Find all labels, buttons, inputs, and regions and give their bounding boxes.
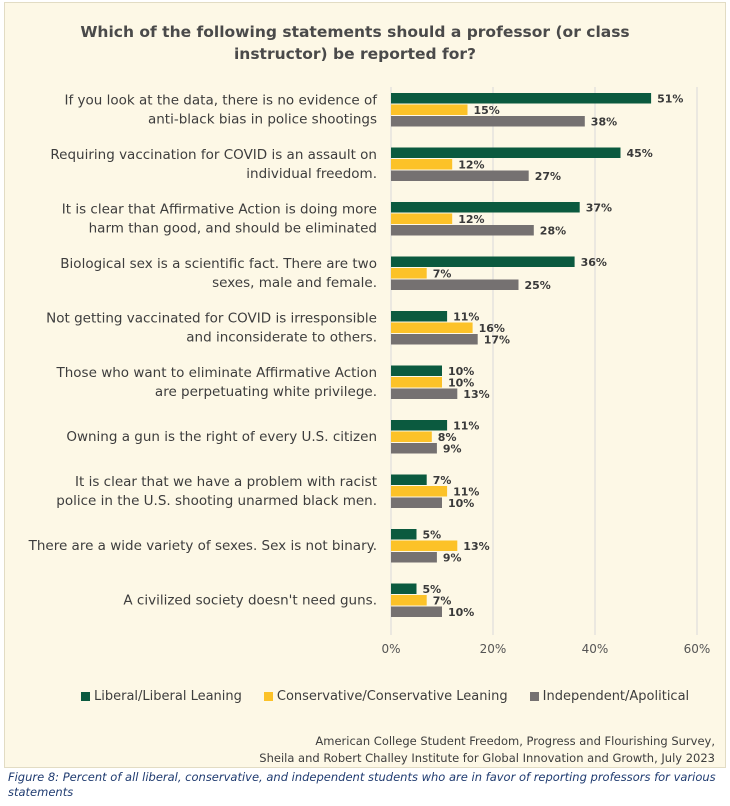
value-label-conservative: 12% (458, 159, 484, 172)
legend-item-liberal: Liberal/Liberal Leaning (81, 689, 242, 704)
bar-conservative (391, 104, 468, 115)
category-label: and inconsiderate to others. (186, 329, 377, 345)
source-line-1: American College Student Freedom, Progre… (315, 734, 715, 748)
bar-liberal (391, 256, 575, 267)
category-label: harm than good, and should be eliminated (89, 220, 377, 236)
category-label: It is clear that we have a problem with … (75, 474, 377, 490)
chart-panel: Which of the following statements should… (4, 2, 726, 768)
value-label-liberal: 11% (453, 420, 479, 433)
value-label-conservative: 16% (479, 322, 505, 335)
bar-independent (391, 388, 458, 399)
value-label-independent: 38% (591, 116, 617, 129)
x-tick-label: 60% (684, 642, 711, 656)
bar-conservative (391, 268, 427, 279)
value-label-independent: 10% (448, 606, 474, 619)
value-label-independent: 9% (443, 443, 462, 456)
value-label-independent: 28% (540, 225, 566, 238)
bar-liberal (391, 147, 621, 158)
value-label-independent: 25% (525, 279, 551, 292)
bar-independent (391, 443, 437, 454)
bar-conservative (391, 540, 458, 551)
value-label-liberal: 5% (423, 583, 442, 596)
bar-conservative (391, 322, 473, 333)
category-label: Not getting vaccinated for COVID is irre… (46, 310, 377, 326)
value-label-independent: 9% (443, 552, 462, 565)
value-label-liberal: 51% (657, 93, 683, 106)
value-label-liberal: 5% (423, 529, 442, 542)
value-label-independent: 27% (535, 170, 561, 183)
category-label: police in the U.S. shooting unarmed blac… (56, 493, 377, 509)
legend-swatch-independent (529, 692, 539, 701)
value-label-conservative: 8% (438, 431, 457, 444)
category-label: It is clear that Affirmative Action is d… (62, 201, 377, 217)
source-note: American College Student Freedom, Progre… (259, 733, 715, 767)
legend-swatch-conservative (263, 692, 273, 701)
value-label-conservative: 7% (433, 268, 452, 281)
bar-liberal (391, 420, 448, 431)
bar-independent (391, 279, 519, 290)
category-label: There are a wide variety of sexes. Sex i… (28, 538, 377, 554)
bar-independent (391, 497, 442, 508)
category-label: are perpetuating white privilege. (155, 384, 377, 400)
category-label: sexes, male and female. (212, 275, 377, 291)
category-label: Requiring vaccination for COVID is an as… (50, 147, 377, 163)
value-label-liberal: 45% (627, 147, 653, 160)
bar-independent (391, 334, 478, 345)
value-label-conservative: 13% (463, 540, 489, 553)
legend-swatch-liberal (81, 692, 90, 701)
value-label-liberal: 11% (453, 311, 479, 324)
bar-independent (391, 606, 442, 617)
bar-independent (391, 170, 529, 181)
bar-liberal (391, 311, 448, 322)
bar-independent (391, 552, 437, 563)
value-label-conservative: 10% (448, 377, 474, 390)
legend-label-independent: Independent/Apolitical (542, 689, 690, 704)
bar-liberal (391, 583, 417, 594)
bar-conservative (391, 377, 442, 388)
category-label: If you look at the data, there is no evi… (65, 92, 379, 108)
category-label: individual freedom. (246, 166, 377, 182)
value-label-conservative: 7% (433, 595, 452, 608)
value-label-independent: 13% (463, 388, 489, 401)
value-label-liberal: 7% (433, 474, 452, 487)
bar-liberal (391, 93, 652, 104)
figure-caption: Figure 8: Percent of all liberal, conser… (8, 770, 716, 799)
value-label-liberal: 36% (581, 256, 607, 269)
category-label: Biological sex is a scientific fact. The… (60, 256, 377, 272)
legend-label-conservative: Conservative/Conservative Leaning (276, 689, 508, 704)
value-label-liberal: 10% (448, 365, 474, 378)
bar-chart: 0% 20% 40% 60% If you look at the data, ther… (28, 87, 711, 656)
bar-conservative (391, 159, 453, 170)
chart-title: Which of the following statements should… (80, 23, 630, 63)
x-tick-label: 20% (480, 642, 507, 656)
x-tick-label: 40% (582, 642, 609, 656)
legend-item-independent: Independent/Apolitical (529, 689, 690, 704)
bar-liberal (391, 365, 442, 376)
value-label-independent: 17% (484, 334, 510, 347)
value-label-conservative: 12% (458, 213, 484, 226)
value-label-conservative: 11% (453, 486, 479, 499)
bar-liberal (391, 202, 580, 213)
category-label: anti-black bias in police shootings (148, 111, 377, 127)
x-tick-label: 0% (381, 642, 400, 656)
bar-conservative (391, 486, 448, 497)
category-label: A civilized society doesn't need guns. (123, 592, 377, 608)
bar-liberal (391, 529, 417, 540)
bar-independent (391, 116, 585, 127)
value-label-independent: 10% (448, 497, 474, 510)
bar-conservative (391, 213, 453, 224)
value-label-liberal: 37% (586, 202, 612, 215)
legend-label-liberal: Liberal/Liberal Leaning (94, 689, 242, 704)
chart-legend: Liberal/Liberal Leaning Conservative/Con… (81, 689, 689, 704)
category-label: Owning a gun is the right of every U.S. … (66, 429, 377, 445)
bar-liberal (391, 474, 427, 485)
bar-independent (391, 225, 534, 236)
source-line-2: Sheila and Robert Challey Institute for … (259, 751, 715, 765)
value-label-conservative: 15% (474, 104, 500, 117)
bar-conservative (391, 595, 427, 606)
legend-item-conservative: Conservative/Conservative Leaning (263, 689, 508, 704)
category-label: Those who want to eliminate Affirmative … (56, 365, 378, 381)
bar-conservative (391, 431, 432, 442)
